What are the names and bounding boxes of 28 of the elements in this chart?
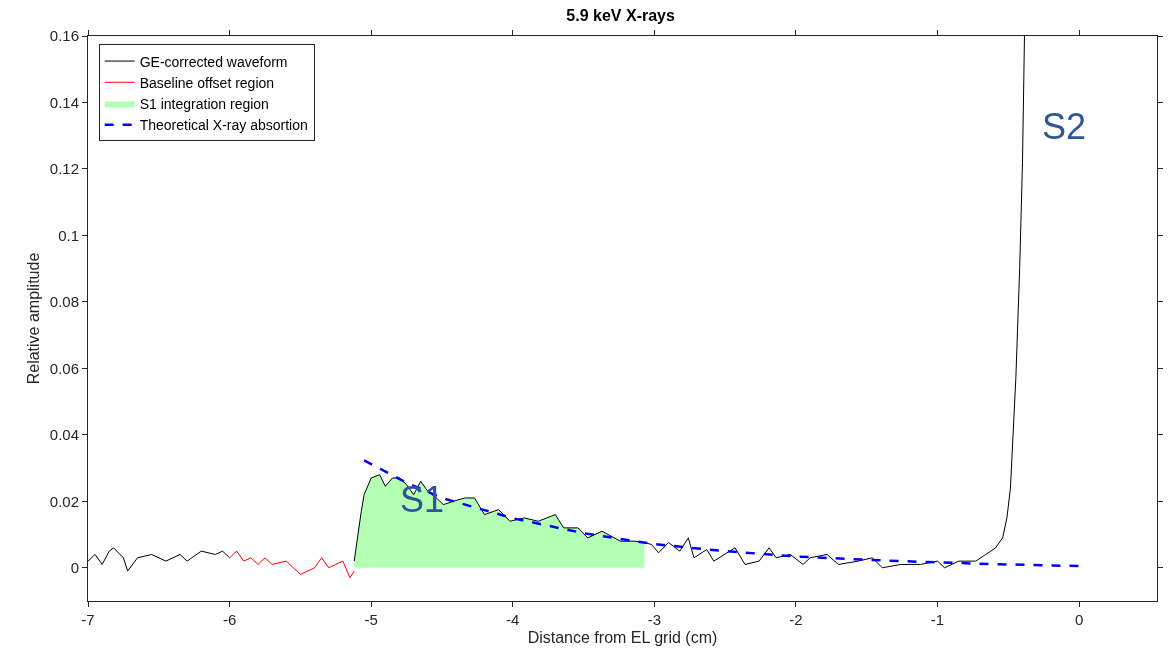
x-tick-label: -4 bbox=[506, 611, 520, 628]
y-tick-label: 0.08 bbox=[49, 293, 79, 311]
legend-label: Baseline offset region bbox=[139, 74, 275, 91]
x-tick-label: 0 bbox=[1074, 611, 1084, 628]
x-tick-label: -5 bbox=[364, 611, 378, 628]
annotation: S1 bbox=[400, 479, 445, 520]
y-tick-label: 0.02 bbox=[49, 492, 79, 510]
line-series bbox=[229, 550, 355, 579]
x-tick-label: -1 bbox=[930, 611, 945, 628]
y-axis-title: Relative amplitude bbox=[24, 252, 42, 385]
y-tick-label: 0.06 bbox=[49, 359, 79, 377]
y-tick-label: 0.16 bbox=[49, 27, 79, 45]
x-tick-label: -3 bbox=[647, 611, 662, 628]
y-tick-label: 0.12 bbox=[49, 160, 79, 178]
legend-label: GE-corrected waveform bbox=[139, 53, 288, 70]
line-series bbox=[362, 459, 1081, 568]
y-tick-label: 0.04 bbox=[49, 426, 79, 444]
legend-label: Theoretical X-ray absortion bbox=[139, 117, 308, 134]
y-tick-label: 0 bbox=[70, 559, 79, 577]
x-tick-label: -2 bbox=[789, 611, 803, 628]
y-tick-label: 0.14 bbox=[49, 93, 79, 111]
x-axis-title: Distance from EL grid (cm) bbox=[527, 628, 718, 646]
x-tick-label: -7 bbox=[81, 611, 95, 628]
x-tick-label: -6 bbox=[222, 611, 237, 628]
chart-title: 5.9 keV X-rays bbox=[566, 7, 675, 25]
annotation: S2 bbox=[1042, 106, 1087, 147]
y-tick-label: 0.1 bbox=[58, 226, 79, 244]
legend-label: S1 integration region bbox=[139, 95, 269, 112]
